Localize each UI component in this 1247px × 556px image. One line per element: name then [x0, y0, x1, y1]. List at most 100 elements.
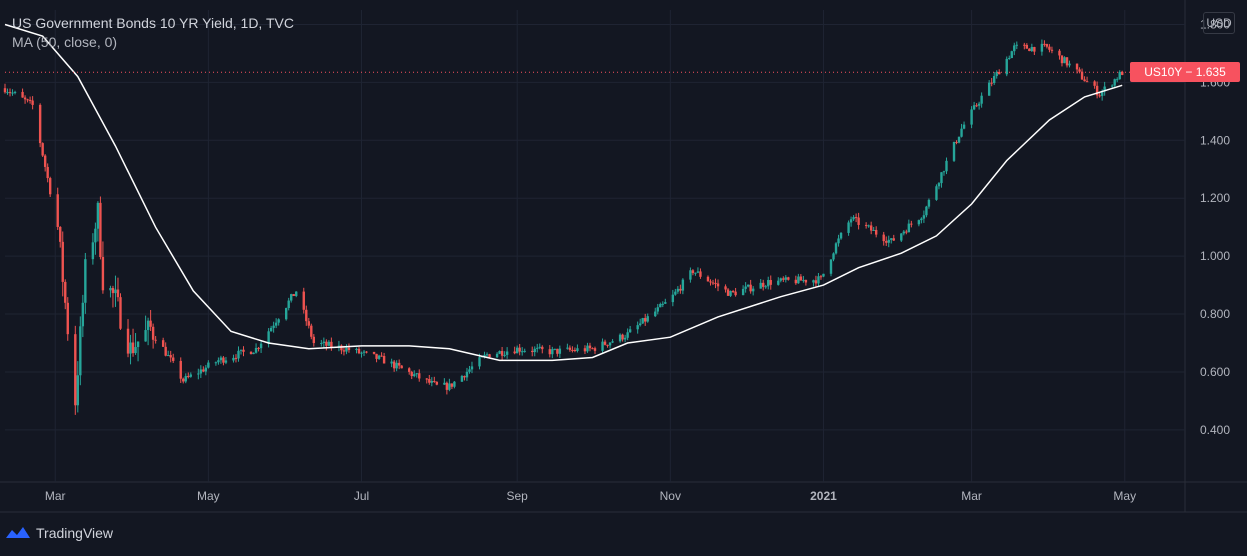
candle-body	[972, 105, 976, 110]
candle-body	[41, 143, 44, 156]
candle-body	[714, 282, 717, 284]
candle-body	[1075, 63, 1079, 70]
candle-body	[940, 172, 943, 184]
candle-body	[995, 71, 998, 77]
candle-body	[887, 239, 890, 243]
candle-body	[962, 124, 966, 129]
candle-body	[513, 351, 516, 354]
candle-body	[839, 232, 843, 239]
candle-body	[237, 350, 240, 359]
x-tick-label: Mar	[45, 489, 66, 503]
candle-body	[744, 286, 747, 289]
candle-body	[782, 278, 785, 280]
y-tick-label: 0.800	[1200, 307, 1230, 321]
candle-body	[443, 382, 446, 385]
candle-body	[204, 367, 208, 372]
candle-body	[822, 273, 825, 277]
candle-body	[485, 354, 489, 356]
candle-body	[1068, 63, 1071, 66]
candle-body	[284, 308, 288, 320]
ma-indicator-label[interactable]: MA (50, close, 0)	[12, 34, 118, 50]
candle-body	[43, 155, 47, 167]
candle-body	[907, 223, 911, 233]
candle-body	[1093, 81, 1096, 86]
candle-body	[804, 279, 808, 283]
candle-body	[154, 339, 157, 341]
candle-body	[990, 82, 993, 84]
candle-body	[257, 347, 260, 349]
x-tick-label: Jul	[354, 489, 369, 503]
candle-body	[533, 348, 536, 353]
candle-body	[418, 373, 421, 379]
candle-body	[1095, 85, 1099, 96]
candle-body	[628, 329, 632, 333]
candle-body	[408, 368, 411, 372]
candle-body	[696, 271, 700, 273]
candle-body	[478, 357, 481, 367]
candle-body	[746, 284, 750, 287]
candle-body	[759, 282, 762, 289]
candle-body	[694, 272, 697, 274]
candle-body	[448, 383, 451, 390]
candle-body	[890, 238, 893, 240]
candle-body	[794, 279, 798, 284]
candle-body	[269, 327, 273, 332]
currency-button[interactable]: USD	[1203, 12, 1235, 34]
candle-body	[342, 350, 346, 352]
candle-body	[905, 231, 908, 233]
candle-body	[515, 347, 519, 354]
candle-body	[925, 206, 928, 216]
candle-body	[551, 349, 554, 355]
candle-body	[249, 351, 253, 355]
candle-body	[1065, 57, 1069, 66]
candle-body	[1098, 95, 1101, 97]
candle-body	[920, 218, 923, 221]
candle-body	[646, 316, 649, 322]
candle-body	[882, 234, 885, 242]
candle-body	[290, 294, 293, 301]
candle-body	[1008, 58, 1011, 60]
candle-body	[641, 318, 644, 324]
candle-body	[84, 259, 87, 303]
candle-body	[1023, 44, 1026, 46]
candle-body	[64, 281, 67, 303]
candle-body	[787, 277, 790, 280]
candle-body	[638, 323, 642, 326]
candle-body	[305, 309, 308, 322]
candle-body	[375, 353, 378, 359]
chart-title[interactable]: US Government Bonds 10 YR Yield, 1D, TVC	[12, 15, 294, 31]
candle-body	[608, 342, 612, 346]
candle-body	[945, 160, 948, 172]
y-tick-label: 1.200	[1200, 191, 1230, 205]
candle-body	[56, 194, 59, 227]
candle-body	[917, 220, 921, 225]
ma-line	[4, 23, 1123, 362]
candle-body	[488, 354, 491, 358]
candle-body	[217, 360, 220, 363]
candle-body	[679, 288, 682, 291]
candle-body	[126, 328, 130, 354]
candle-body	[892, 238, 895, 241]
x-tick-label: May	[197, 489, 220, 503]
candle-body	[214, 362, 218, 364]
candle-body	[31, 100, 34, 105]
candle-body	[382, 355, 386, 364]
candle-body	[430, 380, 434, 383]
candle-body	[182, 378, 185, 382]
candle-body	[134, 347, 137, 354]
tradingview-logo[interactable]: TradingView	[4, 524, 113, 542]
candle-body	[1118, 71, 1121, 80]
candle-body	[689, 270, 692, 280]
y-tick-label: 1.400	[1200, 133, 1230, 147]
candle-body	[593, 348, 597, 351]
candle-body	[392, 361, 396, 369]
candle-body	[1013, 45, 1016, 52]
candle-body	[1080, 71, 1084, 80]
candle-body	[355, 348, 358, 351]
candle-body	[272, 325, 275, 328]
y-tick-label: 1.800	[1200, 17, 1230, 31]
candle-body	[295, 291, 298, 297]
candle-body	[558, 348, 562, 354]
